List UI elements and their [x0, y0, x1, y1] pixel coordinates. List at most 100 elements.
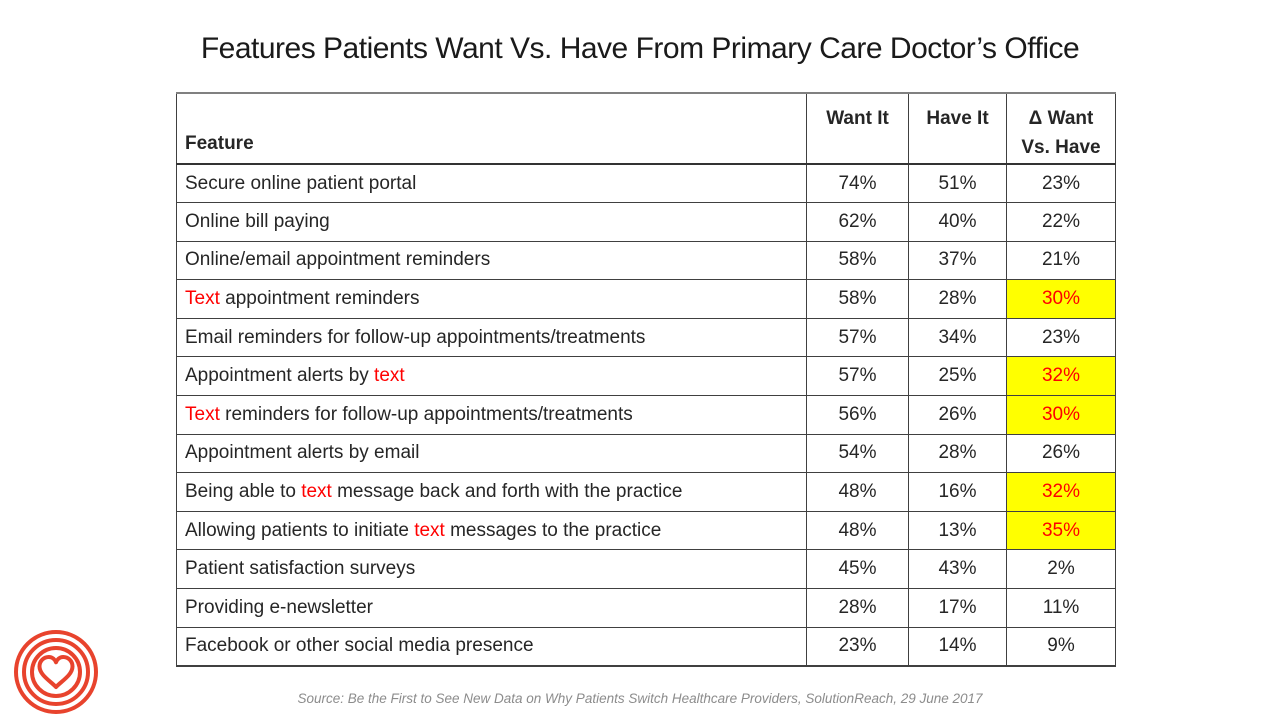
- table-row: Text appointment reminders 58% 28% 30%: [176, 279, 1116, 319]
- have-cell: 16%: [908, 472, 1007, 512]
- logo-heart-icon: [37, 655, 75, 689]
- table-row: Patient satisfaction surveys 45% 43% 2%: [176, 549, 1116, 590]
- feature-text-red: Text: [185, 288, 220, 310]
- logo-inner-ring: [30, 646, 82, 698]
- table-row: Online/email appointment reminders 58% 37%…: [176, 240, 1116, 281]
- feature-text: Providing e-newsletter: [185, 596, 373, 618]
- want-cell: 28%: [806, 588, 909, 628]
- want-cell: 48%: [806, 472, 909, 512]
- feature-text-red: text: [414, 519, 445, 541]
- have-cell: 26%: [908, 395, 1007, 435]
- want-cell: 23%: [806, 626, 909, 667]
- feature-text: Online bill paying: [185, 210, 330, 232]
- table-row: Allowing patients to initiate text messa…: [176, 510, 1116, 551]
- feature-text-red: text: [301, 481, 332, 503]
- feature-cell: Patient satisfaction surveys: [176, 549, 807, 590]
- delta-cell: 9%: [1006, 626, 1116, 667]
- delta-cell: 32%: [1006, 472, 1116, 512]
- feature-cell: Facebook or other social media presence: [176, 626, 807, 667]
- table-row: Being able to text message back and fort…: [176, 472, 1116, 512]
- want-cell: 57%: [806, 317, 909, 358]
- feature-cell: Text reminders for follow-up appointment…: [176, 395, 807, 435]
- feature-text: Facebook or other social media presence: [185, 635, 534, 657]
- feature-cell: Appointment alerts by text: [176, 356, 807, 397]
- have-cell: 43%: [908, 549, 1007, 590]
- have-cell: 51%: [908, 163, 1007, 204]
- feature-text: Being able to: [185, 481, 302, 503]
- delta-cell: 21%: [1006, 240, 1116, 281]
- feature-text: reminders for follow-up appointments/tre…: [219, 403, 633, 425]
- logo-middle-ring: [22, 638, 90, 706]
- heart-target-logo: [14, 630, 98, 714]
- want-cell: 62%: [806, 202, 909, 242]
- have-cell: 13%: [908, 510, 1007, 551]
- feature-cell: Providing e-newsletter: [176, 588, 807, 628]
- table-row: Text reminders for follow-up appointment…: [176, 395, 1116, 435]
- delta-cell: 30%: [1006, 395, 1116, 435]
- want-cell: 45%: [806, 549, 909, 590]
- want-cell: 56%: [806, 395, 909, 435]
- have-cell: 25%: [908, 356, 1007, 397]
- feature-cell: Email reminders for follow-up appointmen…: [176, 317, 807, 358]
- table-row: Online bill paying 62% 40% 22%: [176, 202, 1116, 242]
- feature-text: appointment reminders: [219, 288, 420, 310]
- logo-outer-ring: [14, 630, 98, 714]
- feature-cell: Being able to text message back and fort…: [176, 472, 807, 512]
- delta-header-line2: Vs. Have: [1021, 137, 1101, 158]
- source-citation: Source: Be the First to See New Data on …: [297, 691, 983, 706]
- column-header-have: Have It: [908, 92, 1007, 165]
- have-cell: 14%: [908, 626, 1007, 667]
- feature-text: Appointment alerts by: [185, 365, 375, 387]
- delta-cell: 26%: [1006, 433, 1116, 474]
- delta-cell: 35%: [1006, 510, 1116, 551]
- table-body: Secure online patient portal 74% 51% 23% Onl…: [176, 163, 1116, 667]
- feature-cell: Online bill paying: [176, 202, 807, 242]
- want-cell: 48%: [806, 510, 909, 551]
- table-row: Appointment alerts by email 54% 28% 26%: [176, 433, 1116, 474]
- want-cell: 57%: [806, 356, 909, 397]
- feature-text-red: text: [374, 365, 405, 387]
- table-row: Email reminders for follow-up appointmen…: [176, 317, 1116, 358]
- feature-text: message back and forth with the practice: [331, 481, 683, 503]
- delta-cell: 2%: [1006, 549, 1116, 590]
- feature-cell: Text appointment reminders: [176, 279, 807, 319]
- delta-cell: 22%: [1006, 202, 1116, 242]
- have-cell: 28%: [908, 279, 1007, 319]
- delta-cell: 23%: [1006, 163, 1116, 204]
- column-header-feature: Feature: [176, 92, 807, 165]
- have-cell: 28%: [908, 433, 1007, 474]
- delta-cell: 30%: [1006, 279, 1116, 319]
- table-row: Facebook or other social media presence 2…: [176, 626, 1116, 667]
- page-title: Features Patients Want Vs. Have From Pri…: [200, 32, 1080, 65]
- feature-cell: Secure online patient portal: [176, 163, 807, 204]
- want-cell: 58%: [806, 240, 909, 281]
- feature-cell: Online/email appointment reminders: [176, 240, 807, 281]
- have-cell: 17%: [908, 588, 1007, 628]
- table-row: Appointment alerts by text 57% 25% 32%: [176, 356, 1116, 397]
- delta-header-line1: Δ Want: [1028, 108, 1094, 129]
- feature-text: Secure online patient portal: [185, 172, 417, 194]
- delta-cell: 11%: [1006, 588, 1116, 628]
- have-cell: 34%: [908, 317, 1007, 358]
- feature-text: Email reminders for follow-up appointmen…: [185, 326, 646, 348]
- delta-cell: 23%: [1006, 317, 1116, 358]
- want-cell: 74%: [806, 163, 909, 204]
- want-cell: 54%: [806, 433, 909, 474]
- table-row: Providing e-newsletter 28% 17% 11%: [176, 588, 1116, 628]
- feature-cell: Allowing patients to initiate text messa…: [176, 510, 807, 551]
- feature-text: Appointment alerts by email: [185, 442, 420, 464]
- feature-text: messages to the practice: [444, 519, 662, 541]
- header-row: Feature Want It Have It Δ Want Vs. Have: [176, 92, 1116, 165]
- feature-text: Allowing patients to initiate: [185, 519, 415, 541]
- have-cell: 37%: [908, 240, 1007, 281]
- feature-text: Online/email appointment reminders: [185, 249, 491, 271]
- features-table: Feature Want It Have It Δ Want Vs. Have S…: [176, 92, 1116, 667]
- column-header-want: Want It: [806, 92, 909, 165]
- feature-text-red: Text: [185, 403, 220, 425]
- column-header-delta: Δ Want Vs. Have: [1006, 92, 1116, 165]
- have-cell: 40%: [908, 202, 1007, 242]
- table-row: Secure online patient portal 74% 51% 23%: [176, 163, 1116, 204]
- feature-cell: Appointment alerts by email: [176, 433, 807, 474]
- want-cell: 58%: [806, 279, 909, 319]
- feature-text: Patient satisfaction surveys: [185, 558, 416, 580]
